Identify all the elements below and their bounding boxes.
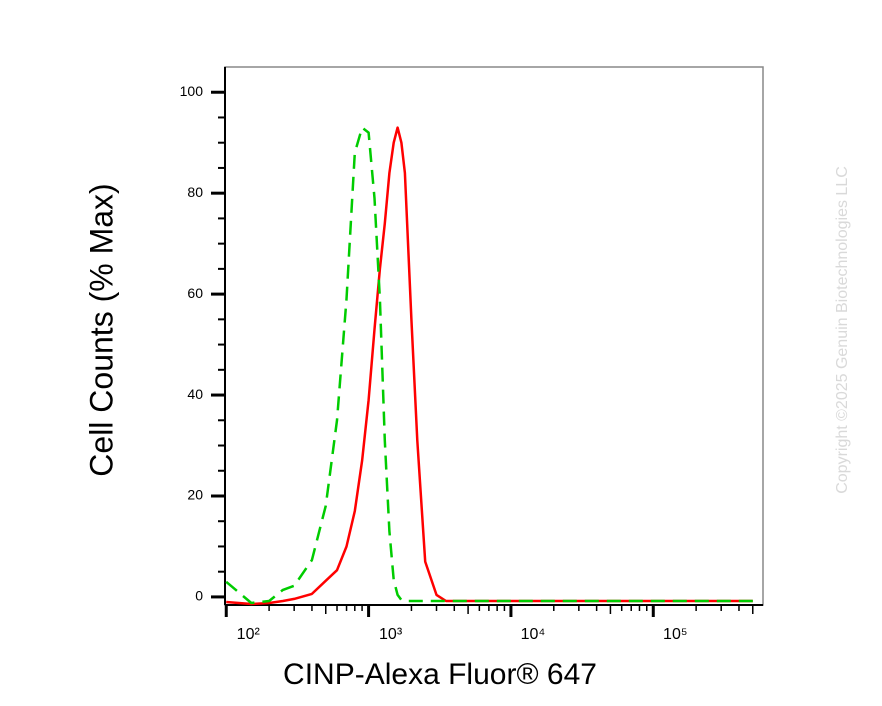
- y-axis-label: Cell Counts (% Max): [83, 183, 119, 476]
- y-tick-label: 80: [187, 184, 203, 200]
- y-tick-label: 60: [187, 285, 203, 301]
- x-tick-label: 10⁴: [521, 626, 546, 643]
- histogram-line: [225, 126, 753, 605]
- x-tick-label: 10⁵: [663, 626, 687, 643]
- y-tick-label: 0: [195, 588, 203, 604]
- y-tick-label: 100: [180, 83, 204, 99]
- x-tick-label: 10³: [379, 626, 403, 643]
- x-tick-label: 10²: [237, 626, 261, 643]
- x-axis-label: CINP-Alexa Fluor® 647: [283, 658, 597, 691]
- plot-frame: [224, 66, 764, 606]
- histogram-line: [226, 126, 753, 606]
- y-tick-label: 20: [187, 487, 203, 503]
- watermark: Copyright ©2025 Genuin Biotechnologies L…: [834, 166, 851, 494]
- y-tick-label: 40: [187, 386, 203, 402]
